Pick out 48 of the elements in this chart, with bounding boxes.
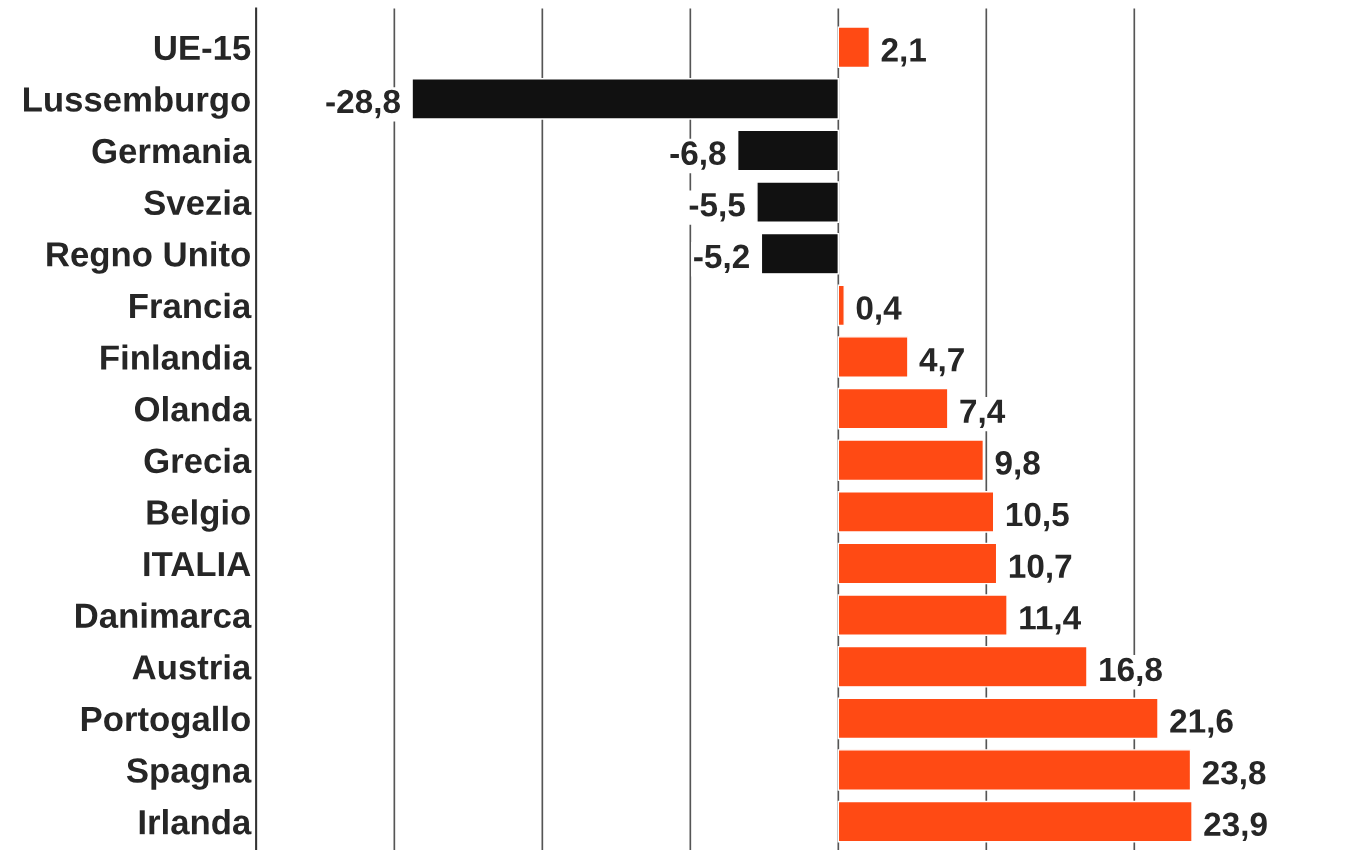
y-tick-label: Olanda xyxy=(135,396,252,422)
bar xyxy=(837,284,845,327)
bar xyxy=(411,78,840,120)
bar xyxy=(760,232,840,275)
data-label: 4,7 xyxy=(919,348,964,377)
y-tick-label: Svezia xyxy=(144,189,252,216)
y-tick-label: Austria xyxy=(132,654,252,680)
data-label: -28,8 xyxy=(326,89,400,119)
bar xyxy=(837,645,1088,688)
bar xyxy=(837,542,998,585)
bar xyxy=(837,800,1193,843)
data-label: 7,4 xyxy=(960,399,1006,428)
y-tick-label: Finlandia xyxy=(101,344,252,370)
bar xyxy=(837,336,909,378)
data-label: -5,2 xyxy=(694,244,749,274)
y-tick-label: Belgio xyxy=(147,499,250,532)
bar xyxy=(837,697,1159,740)
data-label: 11,4 xyxy=(1020,606,1081,635)
bar xyxy=(736,129,840,172)
data-label: 2,1 xyxy=(881,38,926,67)
y-tick-label: Francia xyxy=(130,292,252,319)
y-tick-label: Danimarca xyxy=(76,602,252,629)
bar xyxy=(756,181,840,223)
data-label: -6,8 xyxy=(670,141,726,170)
y-tick-label: Spagna xyxy=(126,758,252,790)
bar xyxy=(837,439,985,482)
bar xyxy=(837,491,995,533)
bar xyxy=(837,594,1008,636)
y-tick-label: ITALIA xyxy=(144,552,251,577)
bar xyxy=(837,26,871,69)
data-label: 16,8 xyxy=(1100,657,1162,687)
data-label: 23,9 xyxy=(1204,812,1267,841)
y-tick-label: Regno Unito xyxy=(47,241,250,274)
data-label: 10,5 xyxy=(1006,502,1069,532)
y-tick-label: Irlanda xyxy=(139,809,252,835)
data-label: 23,8 xyxy=(1202,760,1266,790)
bar xyxy=(837,749,1192,791)
data-label: 21,6 xyxy=(1170,709,1233,738)
y-tick-label: Lussemburgo xyxy=(24,86,250,119)
data-label: 0,4 xyxy=(856,296,902,325)
data-label: 9,8 xyxy=(995,451,1040,480)
data-label: -5,5 xyxy=(689,193,745,222)
y-tick-label: Germania xyxy=(92,137,252,164)
y-tick-label: UE-15 xyxy=(154,35,251,61)
data-label: 10,7 xyxy=(1009,554,1072,583)
bar xyxy=(837,387,949,430)
y-tick-label: Grecia xyxy=(144,447,252,474)
y-tick-label: Portogallo xyxy=(81,705,250,739)
